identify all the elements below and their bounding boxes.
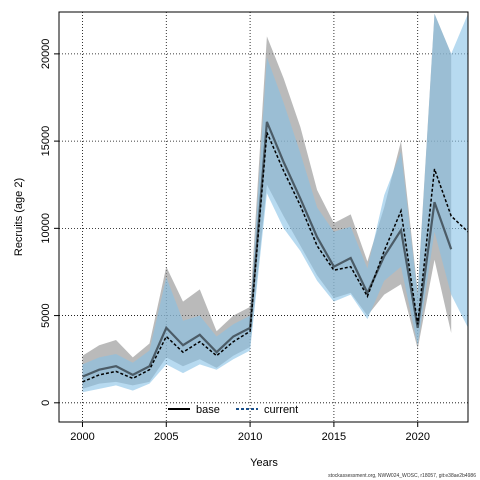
y-tick-label: 0 [40, 400, 52, 406]
x-tick-label: 2010 [238, 431, 262, 443]
series-lines [82, 121, 468, 383]
confidence-bands [82, 13, 468, 393]
x-tick-label: 2020 [405, 431, 429, 443]
x-axis: 2000 2005 2010 2015 2020 [70, 422, 430, 443]
y-tick-label: 5000 [40, 303, 52, 327]
line-current [82, 132, 468, 383]
x-tick-label: 2000 [70, 431, 94, 443]
footer-credit: stockassessment.org, NWW024_WOSC, r18057… [328, 473, 476, 479]
legend: base current [168, 404, 298, 416]
y-axis: 0 5000 10000 15000 20000 [40, 39, 59, 406]
y-tick-label: 20000 [40, 39, 52, 70]
y-axis-title: Recruits (age 2) [13, 178, 25, 256]
legend-label-current: current [264, 404, 298, 416]
y-tick-label: 15000 [40, 126, 52, 157]
y-tick-label: 10000 [40, 213, 52, 244]
x-tick-label: 2015 [322, 431, 346, 443]
line-base [82, 121, 453, 378]
legend-label-base: base [196, 404, 220, 416]
x-tick-label: 2005 [154, 431, 178, 443]
x-axis-title: Years [250, 457, 278, 469]
band-current [82, 13, 468, 393]
plot-frame [58, 11, 469, 423]
